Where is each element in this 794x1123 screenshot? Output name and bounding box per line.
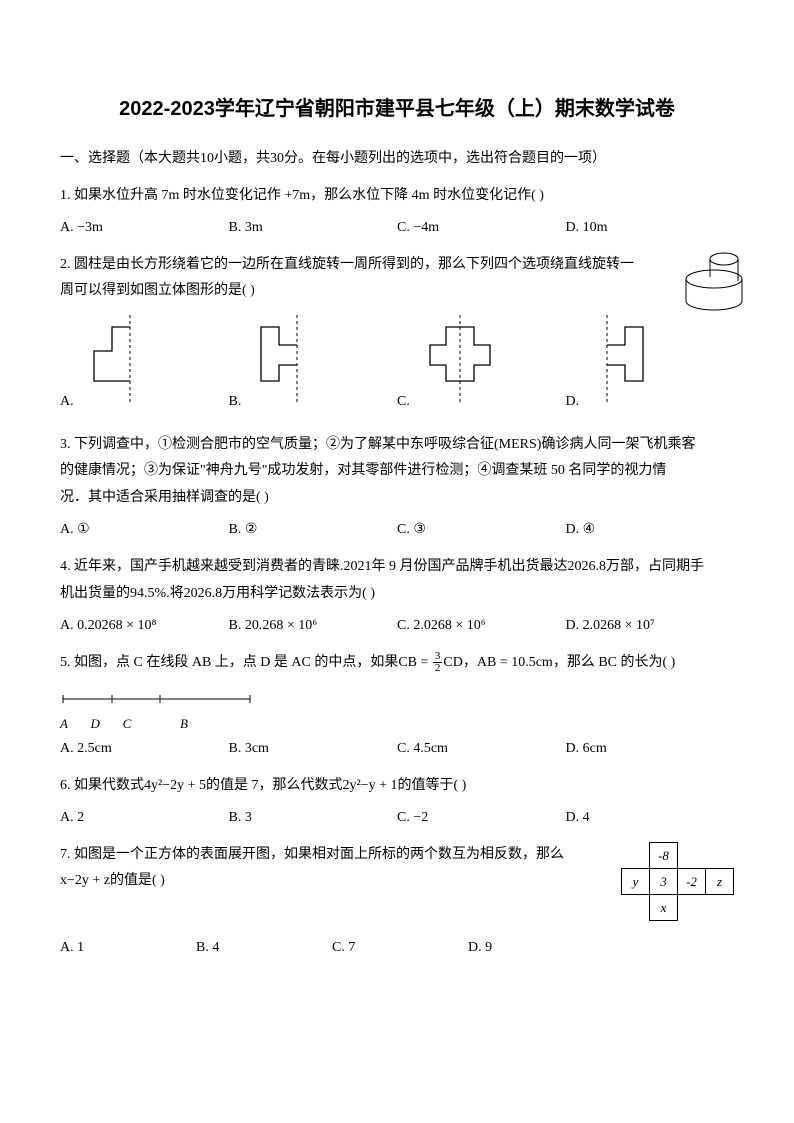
q6-opt-c: C. −2 <box>397 805 566 832</box>
question-2: 2. 圆柱是由长方形绕着它的一边所在直线旋转一周所得到的，那么下列四个选项绕直线… <box>60 252 734 416</box>
shape-b-icon <box>249 315 319 416</box>
q6-opt-d: D. 4 <box>566 805 735 832</box>
q1-opt-c: C. −4m <box>397 215 566 242</box>
q3-text-1: 3. 下列调查中，①检测合肥市的空气质量；②为了解某中东呼吸综合征(MERS)确… <box>60 432 734 459</box>
net-cell: 3 <box>650 868 678 894</box>
net-cell: -2 <box>678 868 706 894</box>
q5-opt-a: A. 2.5cm <box>60 736 229 763</box>
q1-opt-d: D. 10m <box>566 215 735 242</box>
net-cell: x <box>650 894 678 920</box>
question-3: 3. 下列调查中，①检测合肥市的空气质量；②为了解某中东呼吸综合征(MERS)确… <box>60 432 734 544</box>
cube-net-diagram: -8 y 3 -2 z x <box>621 842 734 921</box>
q6-opt-b: B. 3 <box>229 805 398 832</box>
q6-options: A. 2 B. 3 C. −2 D. 4 <box>60 805 734 832</box>
shape-d-icon <box>587 315 657 416</box>
q5-text-pre: 5. 如图，点 C 在线段 AB 上，点 D 是 AC 的中点，如果CB = <box>60 655 432 670</box>
q5-text-post: CD，AB = 10.5cm，那么 BC 的长为( ) <box>443 655 675 670</box>
q1-text: 1. 如果水位升高 7m 时水位变化记作 +7m，那么水位下降 4m 时水位变化… <box>60 183 734 210</box>
question-5: 5. 如图，点 C 在线段 AB 上，点 D 是 AC 的中点，如果CB = 3… <box>60 650 734 763</box>
q2-opt-a-label: A. <box>60 389 74 416</box>
question-7: -8 y 3 -2 z x 7. 如图是一个正方体的表面展开图，如果相对面上所标… <box>60 842 734 962</box>
page-title: 2022-2023学年辽宁省朝阳市建平县七年级（上）期末数学试卷 <box>60 90 734 128</box>
q4-opt-a: A. 0.20268 × 10⁸ <box>60 613 229 640</box>
q4-text-1: 4. 近年来，国产手机越来越受到消费者的青睐.2021年 9 月份国产品牌手机出… <box>60 554 734 581</box>
q2-text-2: 周可以得到如图立体图形的是( ) <box>60 278 734 305</box>
question-6: 6. 如果代数式4y²−2y + 5的值是 7，那么代数式2y²−y + 1的值… <box>60 773 734 832</box>
q5-options: A. 2.5cm B. 3cm C. 4.5cm D. 6cm <box>60 736 734 763</box>
q4-text-2: 机出货量的94.5%.将2026.8万用科学记数法表示为( ) <box>60 581 734 608</box>
shape-c-icon <box>418 315 503 416</box>
net-cell: -8 <box>650 842 678 868</box>
q2-options: A. B. C. <box>60 315 734 416</box>
q3-opt-b: B. ② <box>229 517 398 544</box>
q6-opt-a: A. 2 <box>60 805 229 832</box>
q4-options: A. 0.20268 × 10⁸ B. 20.268 × 10⁶ C. 2.02… <box>60 613 734 640</box>
segment-labels: A D C B <box>60 717 734 730</box>
q3-options: A. ① B. ② C. ③ D. ④ <box>60 517 734 544</box>
q4-opt-d: D. 2.0268 × 10⁷ <box>566 613 735 640</box>
net-cell: y <box>622 868 650 894</box>
q5-opt-c: C. 4.5cm <box>397 736 566 763</box>
q3-opt-a: A. ① <box>60 517 229 544</box>
q7-opt-a: A. 1 <box>60 935 196 962</box>
q2-opt-b-label: B. <box>229 389 242 416</box>
fraction-icon: 32 <box>433 651 443 674</box>
q2-opt-c-label: C. <box>397 389 410 416</box>
q1-options: A. −3m B. 3m C. −4m D. 10m <box>60 215 734 242</box>
q7-text-1: 7. 如图是一个正方体的表面展开图，如果相对面上所标的两个数互为相反数，那么 <box>60 842 604 869</box>
q3-text-2: 的健康情况；③为保证"神舟九号"成功发射，对其零部件进行检测；④调查某班 50 … <box>60 458 734 485</box>
q7-opt-b: B. 4 <box>196 935 332 962</box>
net-cell: z <box>706 868 734 894</box>
q3-opt-d: D. ④ <box>566 517 735 544</box>
question-1: 1. 如果水位升高 7m 时水位变化记作 +7m，那么水位下降 4m 时水位变化… <box>60 183 734 242</box>
line-segment-icon: A D C B <box>60 690 734 730</box>
q5-text: 5. 如图，点 C 在线段 AB 上，点 D 是 AC 的中点，如果CB = 3… <box>60 650 734 677</box>
q3-text-3: 况．其中适合采用抽样调查的是( ) <box>60 485 734 512</box>
section-header: 一、选择题（本大题共10小题，共30分。在每小题列出的选项中，选出符合题目的一项… <box>60 146 734 173</box>
q3-opt-c: C. ③ <box>397 517 566 544</box>
q7-options: A. 1 B. 4 C. 7 D. 9 <box>60 935 604 962</box>
cylinder-icon <box>684 247 744 323</box>
q1-opt-b: B. 3m <box>229 215 398 242</box>
q7-opt-c: C. 7 <box>332 935 468 962</box>
q1-opt-a: A. −3m <box>60 215 229 242</box>
q5-opt-d: D. 6cm <box>566 736 735 763</box>
q2-text-1: 2. 圆柱是由长方形绕着它的一边所在直线旋转一周所得到的，那么下列四个选项绕直线… <box>60 252 734 279</box>
q2-opt-d-label: D. <box>566 389 580 416</box>
q4-opt-c: C. 2.0268 × 10⁶ <box>397 613 566 640</box>
q4-opt-b: B. 20.268 × 10⁶ <box>229 613 398 640</box>
question-4: 4. 近年来，国产手机越来越受到消费者的青睐.2021年 9 月份国产品牌手机出… <box>60 554 734 640</box>
q7-opt-d: D. 9 <box>468 935 604 962</box>
shape-a-icon <box>82 315 152 416</box>
q5-opt-b: B. 3cm <box>229 736 398 763</box>
q7-text-2: x−2y + z的值是( ) <box>60 868 604 895</box>
q6-text: 6. 如果代数式4y²−2y + 5的值是 7，那么代数式2y²−y + 1的值… <box>60 773 734 800</box>
